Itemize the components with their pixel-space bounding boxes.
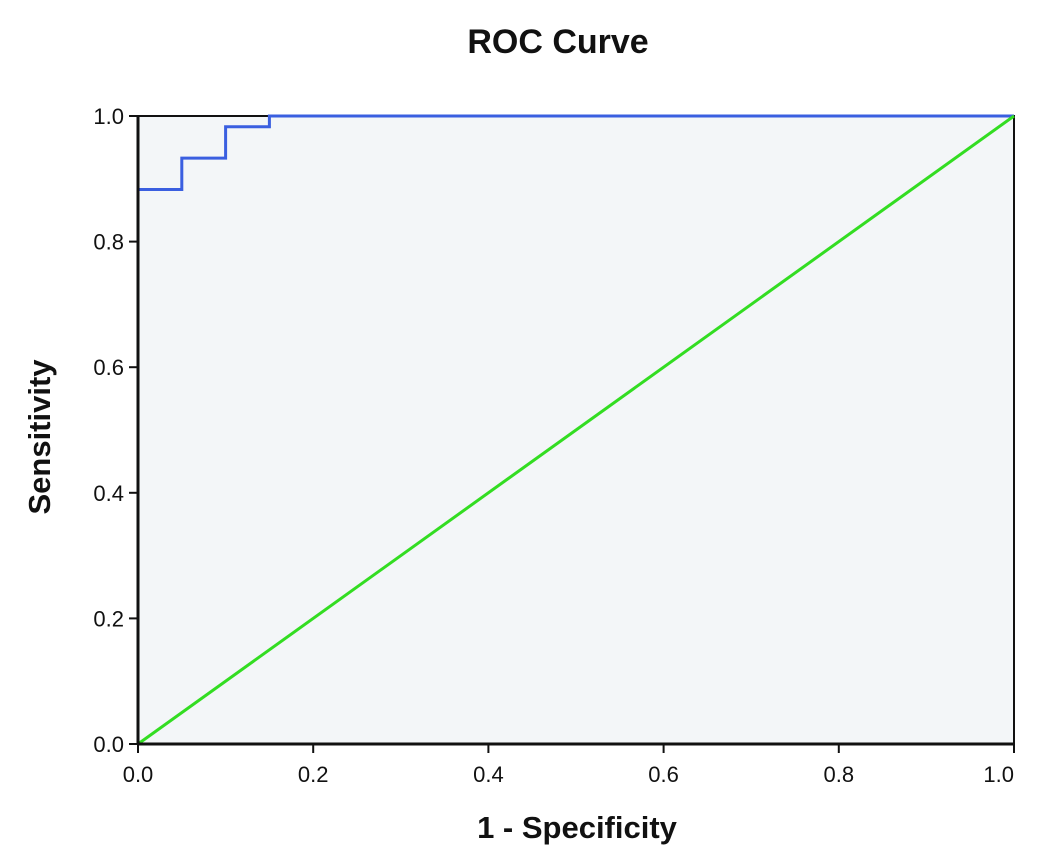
y-ticks: 0.0 0.2 0.4 0.6 0.8 1.0 (93, 104, 138, 757)
x-tick-label: 0.0 (123, 762, 154, 787)
y-tick-label: 0.2 (93, 606, 124, 631)
reference-diagonal-line (137, 114, 1015, 746)
x-tick-label: 0.4 (473, 762, 504, 787)
x-tick-label: 1.0 (983, 762, 1014, 787)
y-tick-label: 1.0 (93, 104, 124, 129)
x-tick-label: 0.6 (648, 762, 679, 787)
y-tick-label: 0.8 (93, 230, 124, 255)
x-tick-label: 0.8 (824, 762, 855, 787)
y-axis-label: Sensitivity (22, 359, 57, 515)
x-ticks: 0.0 0.2 0.4 0.6 0.8 1.0 (123, 744, 1015, 787)
series-layer (136, 114, 1015, 746)
y-tick-label: 0.6 (93, 355, 124, 380)
x-axis-label: 1 - Specificity (477, 810, 678, 845)
y-tick-label: 0.4 (93, 481, 124, 506)
x-tick-label: 0.2 (298, 762, 329, 787)
y-tick-label: 0.0 (93, 732, 124, 757)
roc-curve-line (136, 114, 1014, 744)
chart-title: ROC Curve (467, 23, 648, 61)
